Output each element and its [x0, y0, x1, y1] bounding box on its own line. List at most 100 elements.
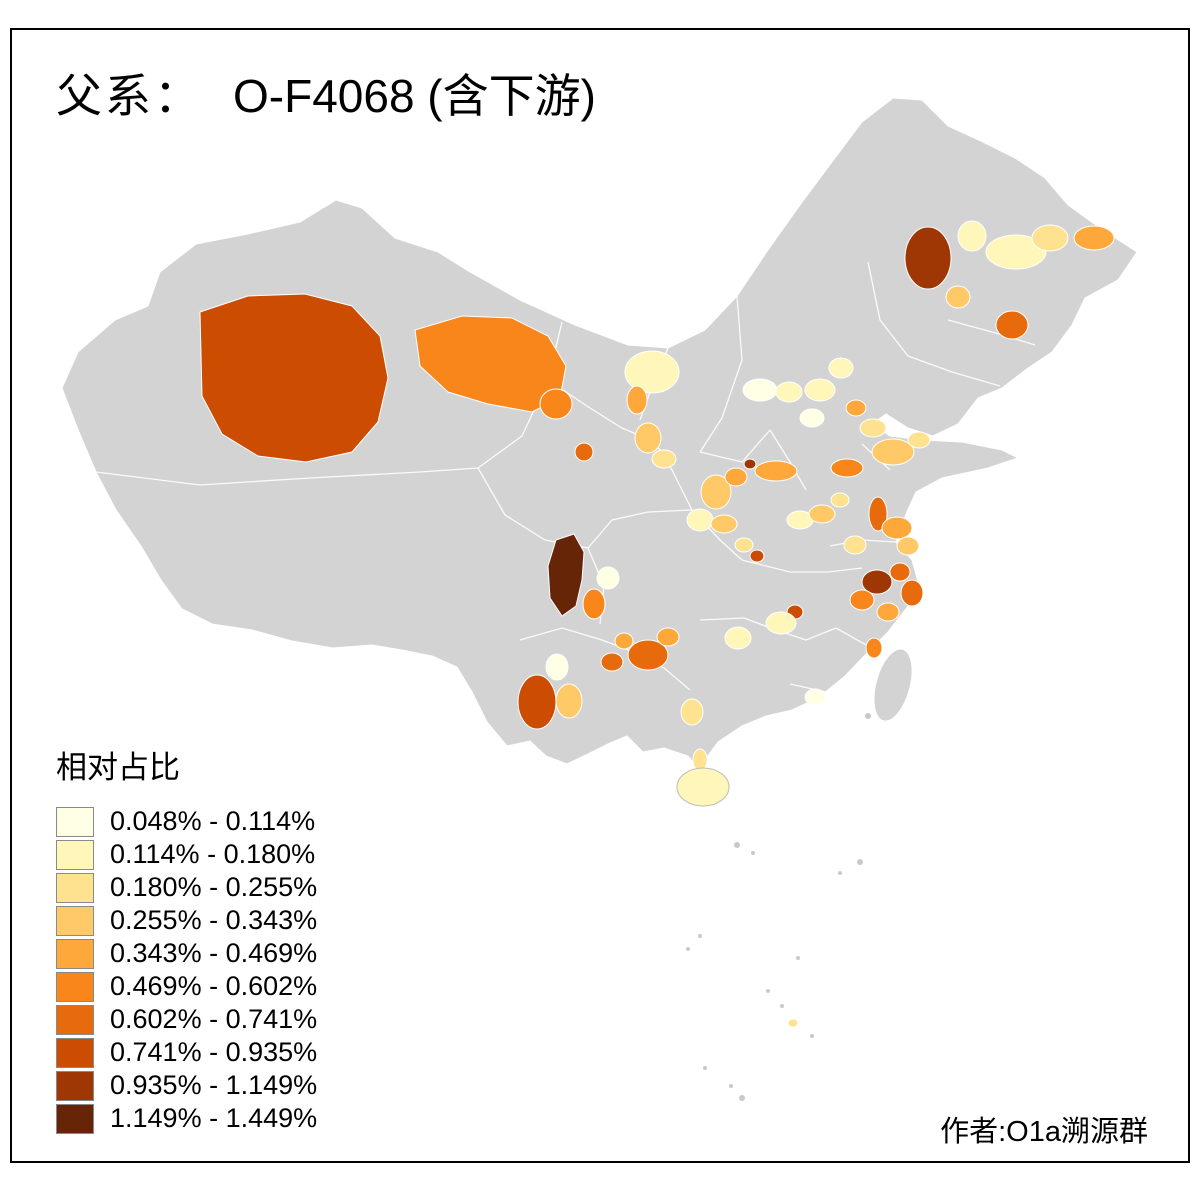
map-region-patch	[830, 458, 864, 478]
legend-row: 1.149% - 1.449%	[56, 1102, 317, 1135]
map-region-patch	[539, 388, 573, 420]
legend-row: 0.343% - 0.469%	[56, 937, 317, 970]
legend-row: 0.602% - 0.741%	[56, 1003, 317, 1036]
map-region-patch	[624, 350, 680, 394]
map-region-patch	[710, 514, 738, 534]
legend-swatch	[56, 905, 94, 936]
attribution: 作者:O1a溯源群	[940, 1116, 1148, 1148]
map-region-patch	[957, 220, 987, 252]
map-region-patch	[724, 467, 748, 487]
map-region-patch	[582, 588, 606, 620]
map-region-patch	[896, 536, 920, 556]
map-region-patch	[545, 653, 569, 681]
map-region-patch	[881, 516, 913, 540]
map-region-patch	[627, 639, 669, 671]
legend-label: 0.114% - 0.180%	[110, 839, 316, 869]
title-main: O-F4068 (含下游)	[233, 70, 596, 122]
map-region-patch	[547, 533, 585, 617]
legend-row: 0.741% - 0.935%	[56, 1036, 317, 1069]
taiwan-island	[873, 648, 913, 722]
legend-label: 0.602% - 0.741%	[110, 1004, 318, 1034]
map-region-patch	[1073, 225, 1115, 251]
map-region-patch	[830, 492, 850, 508]
legend-swatch	[56, 1103, 94, 1134]
map-region-patch	[700, 474, 732, 510]
legend-row: 0.935% - 1.149%	[56, 1069, 317, 1102]
map-region-patch	[656, 627, 680, 647]
legend-label: 0.048% - 0.114%	[110, 806, 316, 836]
map-region-patch	[849, 589, 875, 611]
map-region-patch	[876, 602, 900, 622]
legend-label: 0.935% - 1.149%	[110, 1070, 318, 1100]
map-region-patch	[754, 460, 798, 482]
legend-swatch	[56, 1004, 94, 1035]
map-region-patch	[765, 611, 797, 635]
legend-swatch	[56, 971, 94, 1002]
legend-swatch	[56, 839, 94, 870]
legend-row: 0.048% - 0.114%	[56, 805, 317, 838]
map-region-patch	[995, 310, 1029, 340]
map-region-patch	[907, 431, 931, 449]
legend-swatch	[56, 1037, 94, 1068]
map-region-patch	[799, 408, 825, 428]
legend-swatch	[56, 806, 94, 837]
map-region-patch	[734, 537, 754, 553]
map-region-patch	[555, 683, 583, 719]
legend-swatch	[56, 938, 94, 969]
legend-swatch	[56, 872, 94, 903]
map-region-patch	[804, 378, 836, 402]
legend-label: 0.255% - 0.343%	[110, 905, 318, 935]
map-region-patch	[808, 504, 836, 524]
map-region-patch	[904, 226, 952, 290]
legend-row: 0.255% - 0.343%	[56, 904, 317, 937]
map-region-patch	[889, 562, 911, 582]
legend-row: 0.469% - 0.602%	[56, 970, 317, 1003]
map-region-patch	[868, 496, 888, 532]
map-region-patch	[804, 688, 826, 706]
legend-label: 0.469% - 0.602%	[110, 971, 318, 1001]
map-region-patch	[861, 569, 893, 595]
map-region-patch	[634, 422, 662, 454]
region-patch-layer	[199, 220, 1115, 1028]
legend-swatch	[56, 1070, 94, 1101]
legend-items: 0.048% - 0.114% 0.114% - 0.180% 0.180% - 0…	[56, 805, 317, 1135]
legend-title: 相对占比	[56, 750, 180, 785]
map-region-patch	[517, 674, 557, 730]
legend: 相对占比 0.048% - 0.114% 0.114% - 0.180% 0.180…	[56, 742, 317, 1135]
map-region-patch	[724, 626, 752, 650]
hainan-island	[676, 767, 730, 807]
sea-islets	[686, 713, 871, 1101]
legend-label: 0.741% - 0.935%	[110, 1037, 318, 1067]
map-region-patch	[859, 418, 887, 438]
map-region-patch	[871, 438, 915, 466]
map-region-patch	[985, 234, 1047, 270]
map-region-patch	[843, 535, 867, 555]
map-region-patch	[787, 1018, 799, 1028]
legend-label: 0.180% - 0.255%	[110, 872, 318, 902]
map-region-patch	[945, 285, 971, 309]
map-region-patch	[749, 549, 765, 563]
map-region-patch	[600, 652, 624, 672]
map-region-patch	[626, 385, 648, 415]
map-region-patch	[596, 566, 620, 590]
map-region-patch	[743, 458, 757, 470]
map-region-patch	[775, 381, 803, 403]
legend-label: 0.343% - 0.469%	[110, 938, 318, 968]
map-region-patch	[900, 579, 924, 607]
legend-row: 0.114% - 0.180%	[56, 838, 317, 871]
map-region-patch	[1031, 224, 1069, 252]
province-borders	[95, 261, 1036, 693]
map-region-patch	[651, 449, 677, 469]
map-region-patch	[680, 698, 704, 726]
map-region-patch	[686, 508, 714, 532]
map-region-patch	[865, 637, 883, 659]
map-region-patch	[574, 442, 594, 462]
map-layers	[61, 97, 1138, 1101]
figure-title: 父系： O-F4068 (含下游)	[56, 60, 596, 126]
map-region-patch	[828, 357, 854, 379]
legend-label: 1.149% - 1.449%	[110, 1103, 318, 1133]
title-prefix: 父系：	[56, 69, 203, 123]
map-region-patch	[614, 632, 634, 650]
